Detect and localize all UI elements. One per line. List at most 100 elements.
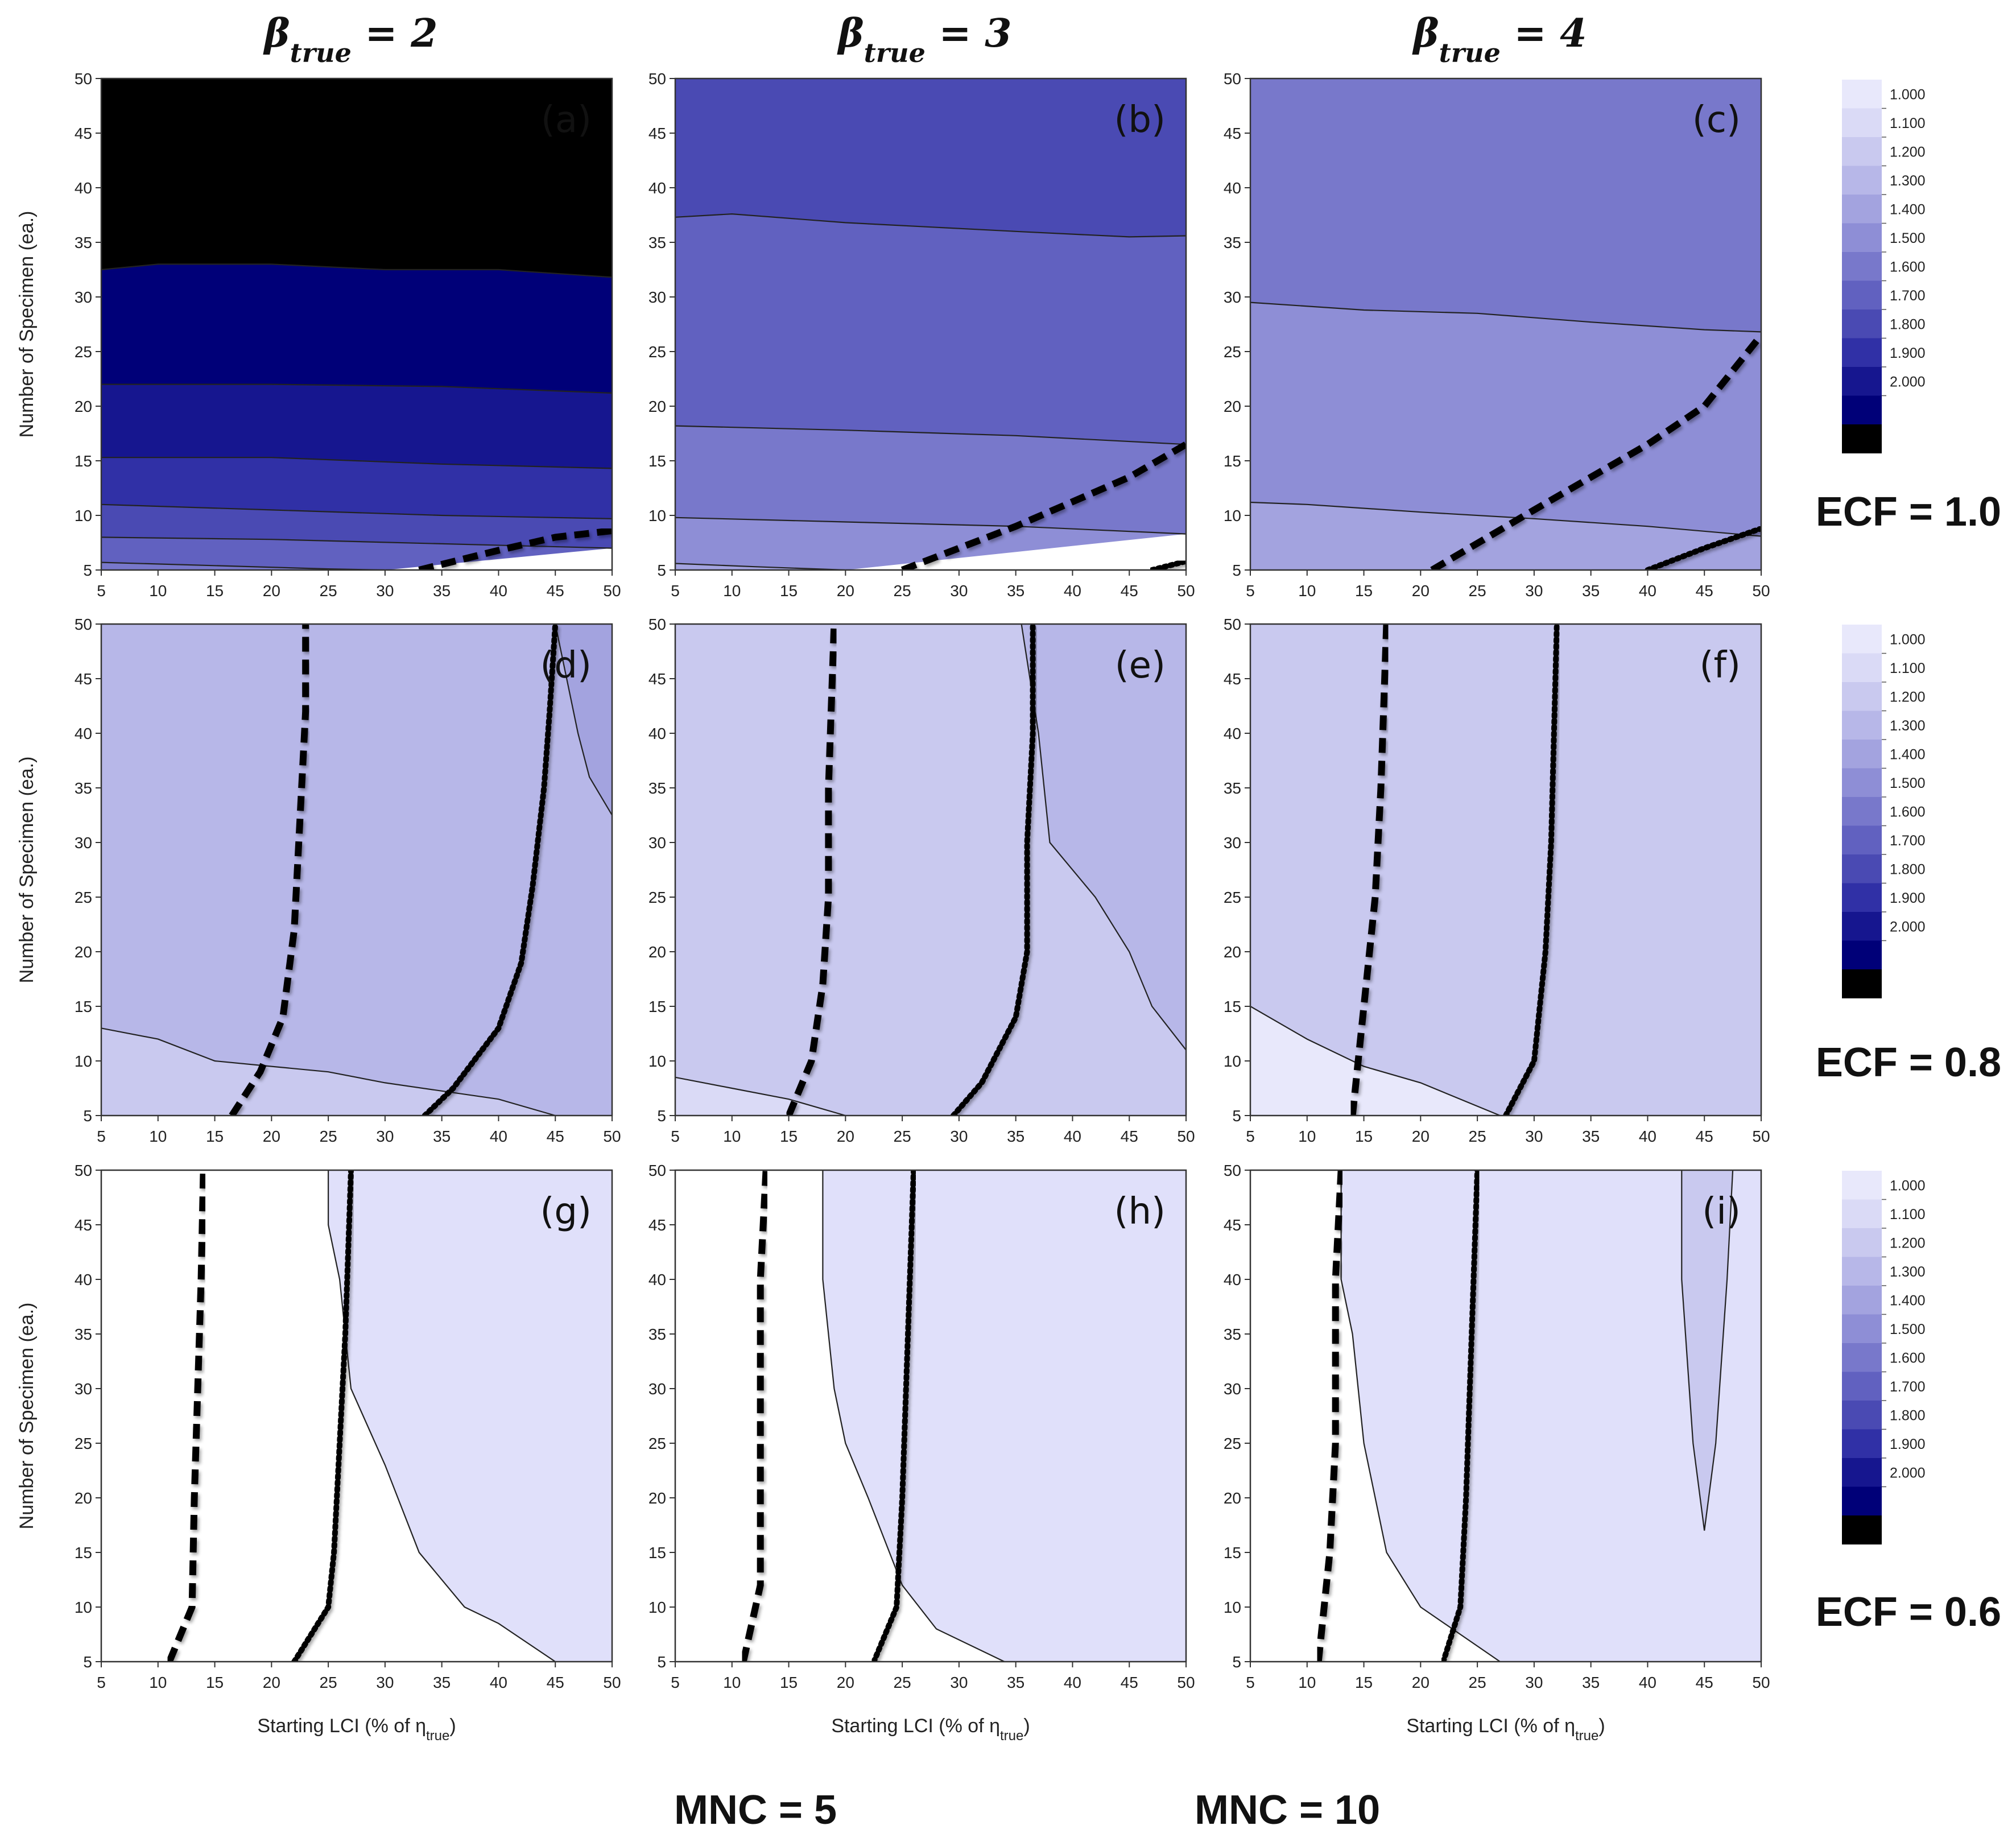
y-tick-label: 15 xyxy=(75,452,92,470)
colorbar-swatch xyxy=(1842,969,1882,998)
colorbar-swatch xyxy=(1842,280,1882,310)
colorbar-label: 1.600 xyxy=(1890,1350,1926,1366)
mnc10-curve xyxy=(229,624,309,1116)
mnc10-curve xyxy=(166,1170,207,1662)
x-tick-label: 20 xyxy=(837,1674,854,1691)
mnc5-curve xyxy=(1149,558,1186,570)
y-tick-label: 50 xyxy=(1224,1162,1241,1179)
y-tick-label: 5 xyxy=(83,1107,92,1125)
colorbar-swatch xyxy=(1842,395,1882,425)
y-tick-label: 45 xyxy=(1224,1216,1241,1234)
colorbar-swatch xyxy=(1842,854,1882,883)
y-tick-label: 30 xyxy=(648,834,666,852)
panel-d: 5 10 15 20 25 30 35 40 45 50 5 10 15 20 25 30 35 40 45 50 (d… xyxy=(16,616,621,1145)
y-tick-label: 25 xyxy=(648,1435,666,1452)
contour-region xyxy=(675,1077,846,1116)
x-tick-label: 30 xyxy=(950,1674,968,1691)
mnc5-curve xyxy=(422,624,559,1116)
x-tick-label: 50 xyxy=(603,1674,621,1691)
y-tick-label: 20 xyxy=(75,398,92,415)
contour-region xyxy=(1250,302,1761,536)
y-tick-label: 50 xyxy=(648,616,666,633)
column-title: βtrue = 3 xyxy=(837,11,1012,68)
colorbar-swatch xyxy=(1842,768,1882,798)
contour-line xyxy=(1250,1006,1501,1116)
x-tick-label: 15 xyxy=(1355,1674,1373,1691)
panel-i: 5 10 15 20 25 30 35 40 45 50 5 10 15 20 25 30 35 40 45 50 (i… xyxy=(1224,1162,1770,1744)
colorbar-label: 1.900 xyxy=(1890,345,1926,361)
y-tick-label: 25 xyxy=(1224,889,1241,906)
y-tick-label: 15 xyxy=(75,998,92,1015)
x-tick-label: 50 xyxy=(1752,1674,1770,1691)
x-tick-label: 15 xyxy=(206,1127,224,1145)
x-tick-label: 5 xyxy=(671,1127,680,1145)
y-tick-label: 10 xyxy=(648,507,666,524)
x-tick-label: 40 xyxy=(1064,1127,1081,1145)
x-tick-label: 30 xyxy=(376,1674,394,1691)
colorbar-swatch xyxy=(1842,137,1882,166)
x-tick-label: 15 xyxy=(206,582,224,600)
contour-region xyxy=(675,214,1186,445)
y-tick-label: 10 xyxy=(1224,1052,1241,1070)
colorbar-label: 1.100 xyxy=(1890,1207,1926,1223)
colorbar-swatch xyxy=(1842,80,1882,109)
y-tick-label: 25 xyxy=(75,1435,92,1452)
y-tick-label: 45 xyxy=(75,670,92,688)
panel-c: 5 10 15 20 25 30 35 40 45 50 5 10 15 20 25 30 35 40 45 50 (c… xyxy=(1224,70,1770,600)
colorbar-swatch xyxy=(1842,338,1882,367)
y-tick-label: 40 xyxy=(648,179,666,197)
contour-line xyxy=(675,563,1186,570)
y-tick-label: 40 xyxy=(1224,179,1241,197)
x-tick-label: 35 xyxy=(1582,582,1600,600)
colorbar-label: 1.900 xyxy=(1890,890,1926,906)
x-tick-label: 10 xyxy=(149,1674,167,1691)
x-tick-label: 20 xyxy=(1412,1127,1430,1145)
contour-line xyxy=(675,425,1186,445)
x-tick-label: 30 xyxy=(1525,582,1543,600)
x-tick-label: 50 xyxy=(1177,1674,1195,1691)
colorbar-label: 1.200 xyxy=(1890,144,1926,160)
mnc10-curve xyxy=(1430,333,1761,570)
x-tick-label: 5 xyxy=(97,1127,106,1145)
y-tick-label: 45 xyxy=(648,1216,666,1234)
panel-label: (d) xyxy=(540,645,592,687)
colorbar-label: 1.200 xyxy=(1890,689,1926,705)
x-tick-label: 50 xyxy=(1177,582,1195,600)
contour-line xyxy=(555,624,612,816)
x-tick-label: 40 xyxy=(1064,1674,1081,1691)
colorbar-label: 1.300 xyxy=(1890,173,1926,189)
colorbar-label: 1.700 xyxy=(1890,288,1926,304)
colorbar-swatch xyxy=(1842,1486,1882,1516)
colorbar-label: 1.900 xyxy=(1890,1436,1926,1452)
y-tick-label: 10 xyxy=(1224,507,1241,524)
panel-label: (h) xyxy=(1114,1191,1166,1233)
legend-item-mnc-5: MNC = 5 xyxy=(452,1787,837,1833)
y-tick-label: 40 xyxy=(648,725,666,742)
x-tick-label: 25 xyxy=(1469,1127,1486,1145)
x-axis-label: Starting LCI (% of ηtrue) xyxy=(831,1715,1030,1744)
y-tick-label: 50 xyxy=(648,1162,666,1179)
x-tick-label: 30 xyxy=(376,582,394,600)
colorbar-label: 1.400 xyxy=(1890,201,1926,217)
colorbar-swatch xyxy=(1842,740,1882,769)
x-tick-label: 15 xyxy=(780,582,798,600)
colorbar-swatch xyxy=(1842,912,1882,941)
contour-line xyxy=(1681,1170,1734,1531)
colorbar-label: 1.100 xyxy=(1890,660,1926,676)
y-tick-label: 45 xyxy=(648,125,666,142)
contour-region xyxy=(675,426,1186,534)
y-tick-label: 50 xyxy=(1224,70,1241,88)
colorbar-label: 1.000 xyxy=(1890,631,1926,647)
panel-e: 5 10 15 20 25 30 35 40 45 50 5 10 15 20 25 30 35 40 45 50 (e… xyxy=(648,616,1195,1145)
y-tick-label: 40 xyxy=(75,1271,92,1288)
y-tick-label: 5 xyxy=(83,561,92,579)
x-tick-label: 5 xyxy=(671,1674,680,1691)
y-tick-label: 5 xyxy=(1232,1653,1241,1671)
colorbar-swatch xyxy=(1842,1343,1882,1372)
y-tick-label: 35 xyxy=(75,234,92,251)
x-tick-label: 10 xyxy=(149,1127,167,1145)
contour-region xyxy=(101,457,612,519)
y-tick-label: 35 xyxy=(1224,234,1241,251)
x-tick-label: 15 xyxy=(206,1674,224,1691)
